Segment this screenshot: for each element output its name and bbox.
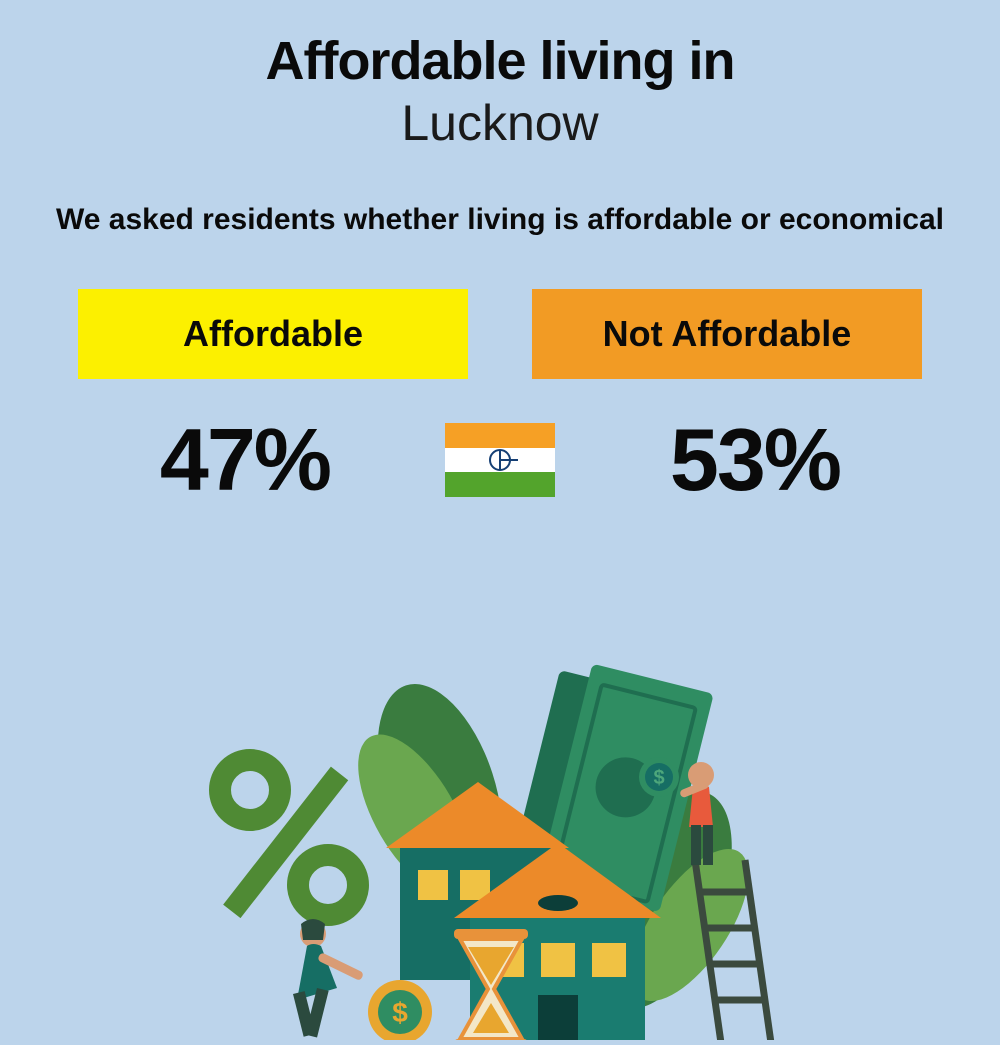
svg-text:$: $: [392, 997, 408, 1028]
percent-symbol-icon: [220, 760, 358, 918]
flag-white-stripe: [445, 448, 555, 473]
affordable-percent: 47%: [75, 409, 415, 511]
infographic-container: Affordable living in Lucknow We asked re…: [0, 0, 1000, 511]
flag-saffron-stripe: [445, 423, 555, 448]
ashoka-chakra-icon: [489, 449, 511, 471]
percent-row: 47% 53%: [0, 409, 1000, 511]
affordable-label-box: Affordable: [78, 289, 468, 379]
title-line-1: Affordable living in: [0, 30, 1000, 92]
labels-row: Affordable Not Affordable: [0, 289, 1000, 379]
not-affordable-label-box: Not Affordable: [532, 289, 922, 379]
svg-text:$: $: [653, 767, 664, 789]
title-line-2: Lucknow: [0, 94, 1000, 152]
not-affordable-percent: 53%: [585, 409, 925, 511]
housing-illustration: $ $: [190, 660, 810, 1040]
subtitle-text: We asked residents whether living is aff…: [0, 200, 1000, 239]
india-flag-icon: [445, 423, 555, 497]
flag-green-stripe: [445, 472, 555, 497]
affordable-label: Affordable: [183, 313, 363, 355]
not-affordable-label: Not Affordable: [603, 313, 852, 355]
